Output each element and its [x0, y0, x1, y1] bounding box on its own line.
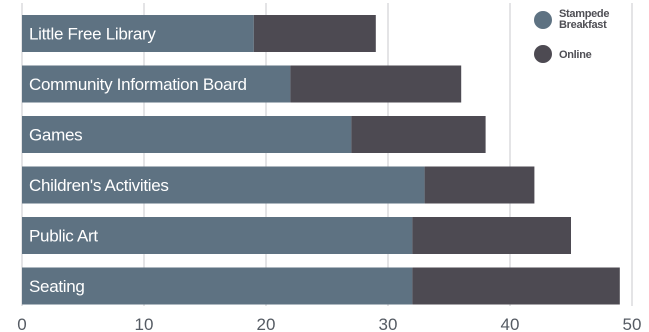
x-tick-label: 20: [257, 315, 276, 332]
category-label: Games: [29, 126, 82, 145]
x-tick-label: 50: [623, 315, 642, 332]
x-tick-label: 0: [17, 315, 26, 332]
bar-segment: [351, 116, 486, 153]
bar-segment: [22, 15, 254, 52]
x-tick-label: 30: [379, 315, 398, 332]
legend-label: Online: [559, 49, 592, 61]
x-tick-label: 40: [501, 315, 520, 332]
bar-segment: [290, 65, 462, 103]
legend-label: Breakfast: [559, 19, 607, 31]
bar-layer: [22, 15, 620, 305]
category-label: Children's Activities: [29, 176, 169, 195]
x-tick-label: 10: [135, 315, 154, 332]
bar-segment: [22, 116, 352, 153]
x-axis: 0 10 20 30 40 50: [17, 315, 641, 332]
bar-segment: [412, 267, 620, 305]
bar-segment: [424, 166, 535, 204]
category-label-layer: Little Free Library Community Information…: [29, 25, 247, 297]
bar-segment: [22, 166, 425, 204]
legend-label: Stampede: [559, 8, 609, 20]
grid-layer: [21, 3, 633, 306]
category-label: Public Art: [29, 227, 98, 246]
bar-segment: [22, 65, 291, 103]
category-label: Community Information Board: [29, 75, 247, 94]
bar-segment: [412, 217, 571, 254]
legend-marker: [534, 11, 552, 29]
legend-marker: [534, 45, 552, 63]
bar-segment: [22, 267, 413, 305]
category-label: Seating: [29, 277, 85, 296]
category-label: Little Free Library: [29, 25, 156, 44]
bar-segment: [22, 217, 413, 254]
bar-segment: [253, 15, 376, 52]
